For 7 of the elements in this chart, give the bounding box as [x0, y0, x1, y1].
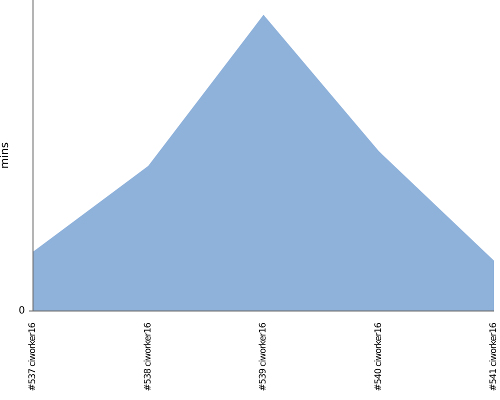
x-tick-label: #541 ciworker16 — [489, 322, 499, 392]
text: 0 — [18, 306, 25, 316]
y-axis-title: mins — [0, 142, 11, 169]
x-tick-label: #538 ciworker16 — [143, 322, 154, 392]
x-tick-label: #539 ciworker16 — [258, 322, 268, 392]
x-tick-label: #540 ciworker16 — [374, 322, 384, 392]
x-tick-label: #537 ciworker16 — [28, 322, 38, 392]
